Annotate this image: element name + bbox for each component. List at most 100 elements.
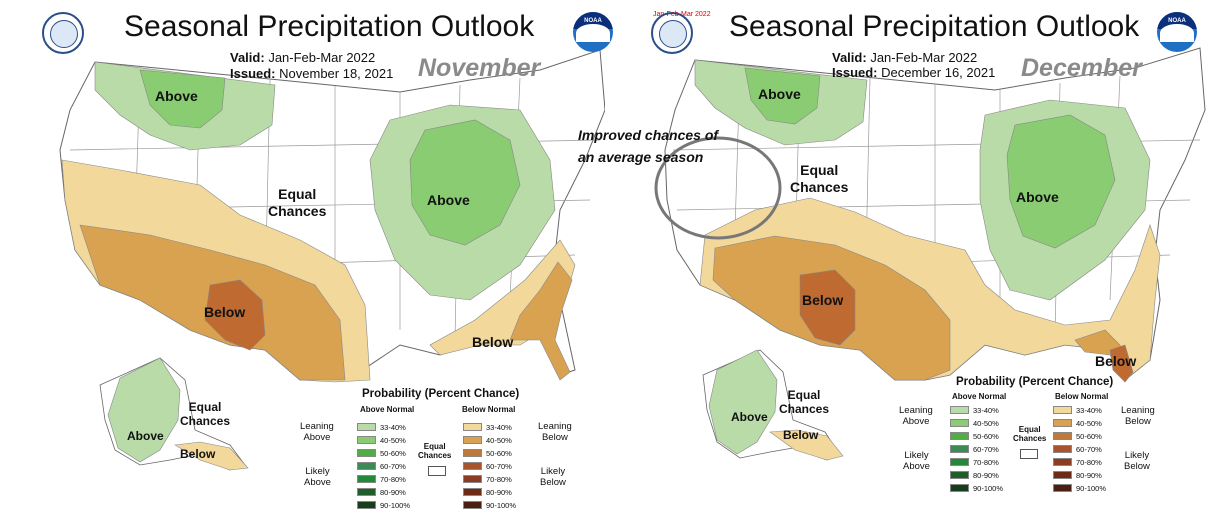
panel-title: Seasonal Precipitation Outlook xyxy=(124,10,535,43)
legend-equal-swatch xyxy=(1020,449,1038,459)
legend-below-bin: 33-40% xyxy=(463,422,512,432)
legend-swatch xyxy=(357,488,376,496)
legend-bin-label: 40-50% xyxy=(380,435,406,445)
legend-swatch xyxy=(1053,471,1072,479)
legend-bin-label: 50-60% xyxy=(486,448,512,458)
legend-above-bin: 70-80% xyxy=(357,474,406,484)
legend-bin-label: 50-60% xyxy=(380,448,406,458)
legend-bin-label: 80-90% xyxy=(973,470,999,480)
legend-leaning-below: Leaning Below xyxy=(538,421,572,443)
legend-swatch xyxy=(357,449,376,457)
legend-leaning-below: Leaning Below xyxy=(1121,405,1155,427)
legend-below-bin: 60-70% xyxy=(463,461,512,471)
legend-bin-label: 80-90% xyxy=(380,487,406,497)
legend-likely-above: Likely Above xyxy=(903,450,930,472)
annotation-text: Improved chances of an average season xyxy=(578,127,719,165)
legend-below-bin: 90-100% xyxy=(463,500,516,510)
legend-bin-label: 90-100% xyxy=(973,483,1004,493)
below-40-se xyxy=(509,261,573,381)
legend-bin-label: 90-100% xyxy=(1076,483,1107,493)
legend-bin-label: 40-50% xyxy=(1076,418,1102,428)
legend-swatch xyxy=(1053,484,1072,492)
legend-swatch xyxy=(950,406,969,414)
legend-bin-label: 50-60% xyxy=(1076,431,1102,441)
legend-swatch xyxy=(463,475,482,483)
commerce-seal-icon xyxy=(42,12,84,54)
legend-swatch xyxy=(463,462,482,470)
legend-title: Probability (Percent Chance) xyxy=(956,376,1114,388)
legend-below-bin: 60-70% xyxy=(1053,444,1102,454)
legend-below-header: Below Normal xyxy=(462,405,516,414)
legend-above-bin: 90-100% xyxy=(357,500,410,510)
legend-bin-label: 40-50% xyxy=(486,435,512,445)
below-50-sw xyxy=(204,279,266,351)
outlook-panel-november: Seasonal Precipitation Outlook NOAA Vali… xyxy=(42,10,613,510)
legend-below-bin: 70-80% xyxy=(463,474,512,484)
label-above-nw: Above xyxy=(758,86,801,102)
legend-swatch xyxy=(950,432,969,440)
legend-below-bin: 40-50% xyxy=(463,435,512,445)
legend-swatch xyxy=(1053,445,1072,453)
legend-bin-label: 70-80% xyxy=(380,474,406,484)
label-ak-below: Below xyxy=(180,447,216,461)
label-equal-chances: Equal Chances xyxy=(268,186,327,219)
precipitation-map-november xyxy=(59,49,605,471)
legend-swatch xyxy=(950,419,969,427)
legend-bin-label: 70-80% xyxy=(486,474,512,484)
legend-bin-label: 70-80% xyxy=(973,457,999,467)
label-below-sw: Below xyxy=(204,304,246,320)
legend-above-bin: 40-50% xyxy=(950,418,999,428)
legend-swatch xyxy=(463,449,482,457)
commerce-seal-icon xyxy=(651,12,693,54)
label-below-sw: Below xyxy=(802,292,844,308)
legend-above-bin: 70-80% xyxy=(950,457,999,467)
legend-above-bin: 33-40% xyxy=(357,422,406,432)
legend-above-bin: 60-70% xyxy=(950,444,999,454)
label-below-se: Below xyxy=(472,334,514,350)
label-ak-equal-chances: Equal Chances xyxy=(180,400,231,428)
legend-above-bin: 40-50% xyxy=(357,435,406,445)
month-label: November xyxy=(418,54,541,82)
above-40-nw xyxy=(744,67,821,125)
legend-swatch xyxy=(463,488,482,496)
legend-bin-label: 60-70% xyxy=(1076,444,1102,454)
legend-swatch xyxy=(463,501,482,509)
legend-swatch xyxy=(357,475,376,483)
legend-above-bin: 50-60% xyxy=(357,448,406,458)
legend-bin-label: 33-40% xyxy=(973,405,999,415)
legend-above-bin: 80-90% xyxy=(950,470,999,480)
legend-above-header: Above Normal xyxy=(360,405,415,414)
above-40-gl xyxy=(409,119,521,246)
legend-below-bin: 33-40% xyxy=(1053,405,1102,415)
legend-swatch xyxy=(357,462,376,470)
legend-swatch xyxy=(950,484,969,492)
issued-line: Issued: December 16, 2021 xyxy=(832,65,996,80)
above-40-gl xyxy=(1006,114,1116,249)
legend-below-bin: 50-60% xyxy=(1053,431,1102,441)
valid-line: Valid: Jan-Feb-Mar 2022 xyxy=(230,50,376,65)
legend-bin-label: 60-70% xyxy=(486,461,512,471)
legend-bin-label: 33-40% xyxy=(380,422,406,432)
alaska-above xyxy=(708,349,778,455)
valid-line: Valid: Jan-Feb-Mar 2022 xyxy=(832,50,978,65)
month-label: December xyxy=(1021,54,1142,82)
label-ak-above: Above xyxy=(731,410,768,424)
legend-swatch xyxy=(357,501,376,509)
label-above-nw: Above xyxy=(155,88,198,104)
legend-swatch xyxy=(1053,432,1072,440)
label-equal-chances: Equal Chances xyxy=(790,162,849,195)
legend-bin-label: 80-90% xyxy=(1076,470,1102,480)
legend-swatch xyxy=(950,471,969,479)
legend-swatch xyxy=(357,423,376,431)
legend-below-header: Below Normal xyxy=(1055,392,1109,401)
legend-likely-below: Likely Below xyxy=(1124,450,1150,472)
legend-swatch xyxy=(950,445,969,453)
below-50-sw xyxy=(799,269,856,346)
annotation-circle xyxy=(654,136,782,240)
noaa-logo-icon: NOAA xyxy=(573,12,613,52)
legend-bin-label: 80-90% xyxy=(486,487,512,497)
legend-below-bin: 90-100% xyxy=(1053,483,1106,493)
legend-title: Probability (Percent Chance) xyxy=(362,388,520,400)
legend-bin-label: 60-70% xyxy=(973,444,999,454)
legend-bin-label: 90-100% xyxy=(380,500,411,510)
